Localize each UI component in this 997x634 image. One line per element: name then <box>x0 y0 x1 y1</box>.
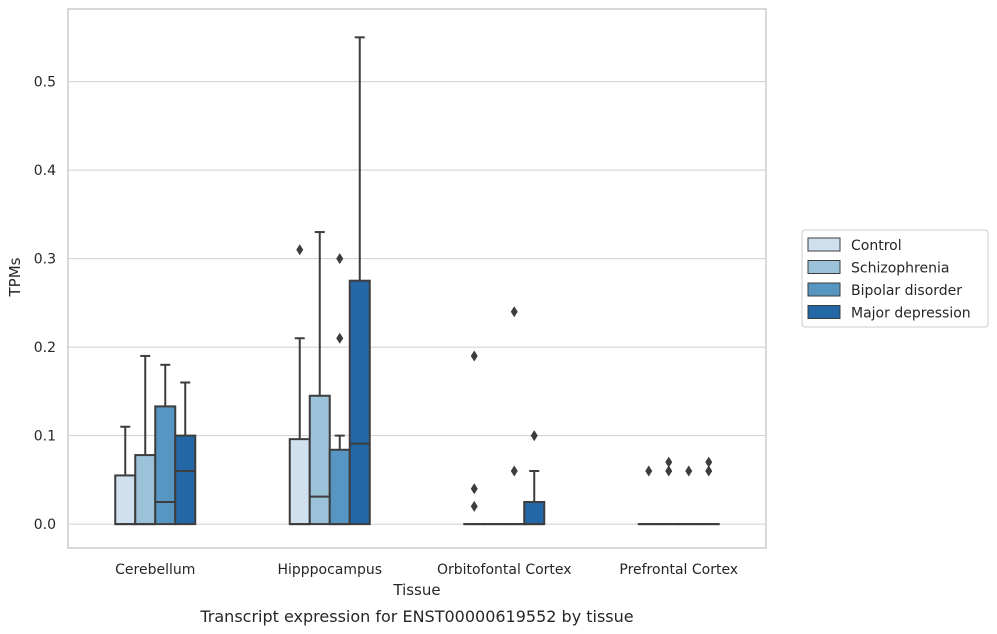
x-tick-label: Orbitofontal Cortex <box>437 562 572 578</box>
box-group <box>288 244 311 526</box>
outlier-point <box>470 350 478 362</box>
y-tick-label: 0.0 <box>34 517 56 533</box>
outlier-point <box>665 465 673 477</box>
y-tick-label: 0.4 <box>34 163 56 179</box>
chart-caption: Transcript expression for ENST0000061955… <box>199 607 633 626</box>
box-group <box>114 425 137 526</box>
outlier-point <box>705 456 713 468</box>
outlier-point <box>530 430 538 442</box>
x-tick-label: Hipppocampus <box>277 562 382 578</box>
x-tick-label: Cerebellum <box>115 562 195 578</box>
box-group <box>174 381 197 526</box>
box-group <box>134 354 157 526</box>
outlier-point <box>645 465 653 477</box>
y-tick-label: 0.3 <box>34 252 56 268</box>
outlier-point <box>510 306 518 318</box>
y-axis-label: TPMs <box>6 257 24 297</box>
x-axis-label: Tissue <box>392 581 440 599</box>
outlier-point <box>470 483 478 495</box>
box-group <box>697 456 720 526</box>
box <box>174 434 197 526</box>
box <box>348 279 371 526</box>
outlier-point <box>470 500 478 512</box>
outlier-point <box>685 465 693 477</box>
plot-frame <box>67 8 767 549</box>
legend-item: Control <box>807 237 902 254</box>
box-group <box>677 465 700 526</box>
legend-swatch <box>807 305 841 319</box>
legend-swatch <box>807 237 841 252</box>
box-group <box>657 456 680 526</box>
plot-area <box>114 36 720 526</box>
outlier-point <box>510 465 518 477</box>
outlier-point <box>336 253 344 265</box>
box <box>134 454 157 526</box>
legend-label: Major depression <box>851 306 971 322</box>
legend-label: Control <box>851 238 902 254</box>
legend-item: Major depression <box>807 305 971 322</box>
plot-border <box>67 8 767 549</box>
box-group <box>328 253 351 526</box>
legend-item: Schizophrenia <box>807 260 949 277</box>
legend: Control Schizophrenia Bipolar disorder Majo… <box>801 229 989 328</box>
box <box>114 474 137 526</box>
box-group <box>463 350 486 526</box>
legend-swatch <box>807 282 841 297</box>
box-group <box>637 465 660 526</box>
box-group <box>348 36 371 526</box>
outlier-point <box>705 465 713 477</box>
legend-item: Bipolar disorder <box>807 282 962 299</box>
box-group <box>503 306 526 526</box>
x-axis: Cerebellum Hipppocampus Orbitofontal Corte… <box>115 562 738 578</box>
box <box>288 438 311 526</box>
box-group <box>308 231 331 526</box>
box <box>328 448 351 526</box>
box-group <box>523 430 546 526</box>
outlier-point <box>296 244 304 256</box>
x-tick-label: Prefrontal Cortex <box>619 562 738 578</box>
outlier-point <box>336 332 344 344</box>
y-tick-label: 0.2 <box>34 340 56 356</box>
y-tick-label: 0.5 <box>34 75 56 91</box>
box <box>154 405 177 526</box>
box-group <box>154 363 177 526</box>
box <box>308 394 331 526</box>
y-axis: 0.0 0.1 0.2 0.3 0.4 0.5 <box>34 75 56 534</box>
legend-swatch <box>807 260 841 274</box>
legend-label: Bipolar disorder <box>851 283 962 299</box>
legend-label: Schizophrenia <box>851 261 949 277</box>
outlier-point <box>665 456 673 468</box>
y-tick-label: 0.1 <box>34 429 56 445</box>
box <box>523 500 546 526</box>
legend-frame <box>801 229 989 328</box>
